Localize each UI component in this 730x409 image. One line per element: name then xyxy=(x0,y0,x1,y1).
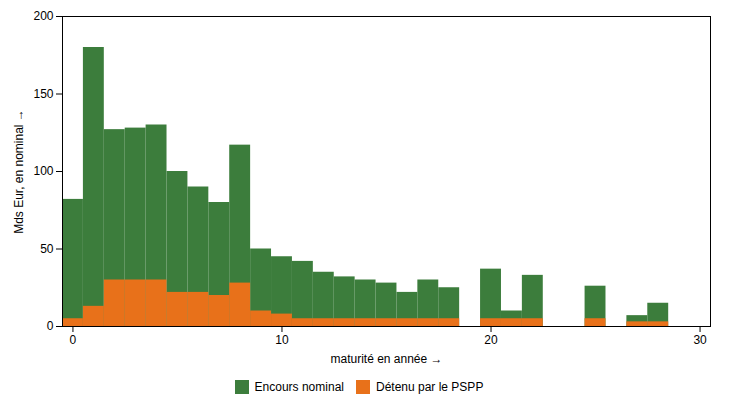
svg-text:30: 30 xyxy=(693,333,707,347)
svg-text:Mds Eur, en nominal →: Mds Eur, en nominal → xyxy=(12,109,26,234)
svg-text:200: 200 xyxy=(33,9,53,23)
svg-text:10: 10 xyxy=(275,333,289,347)
svg-text:150: 150 xyxy=(33,87,53,101)
svg-text:50: 50 xyxy=(40,242,54,256)
svg-text:0: 0 xyxy=(47,319,54,333)
html-text:Encours nominal: Encours nominal xyxy=(254,379,344,394)
svg-text:20: 20 xyxy=(484,333,498,347)
svg-text:0: 0 xyxy=(70,333,77,347)
svg-text:100: 100 xyxy=(33,164,53,178)
svg-text:maturité en année →: maturité en année → xyxy=(330,352,442,366)
html-text:Détenu par le PSPP: Détenu par le PSPP xyxy=(376,379,484,394)
